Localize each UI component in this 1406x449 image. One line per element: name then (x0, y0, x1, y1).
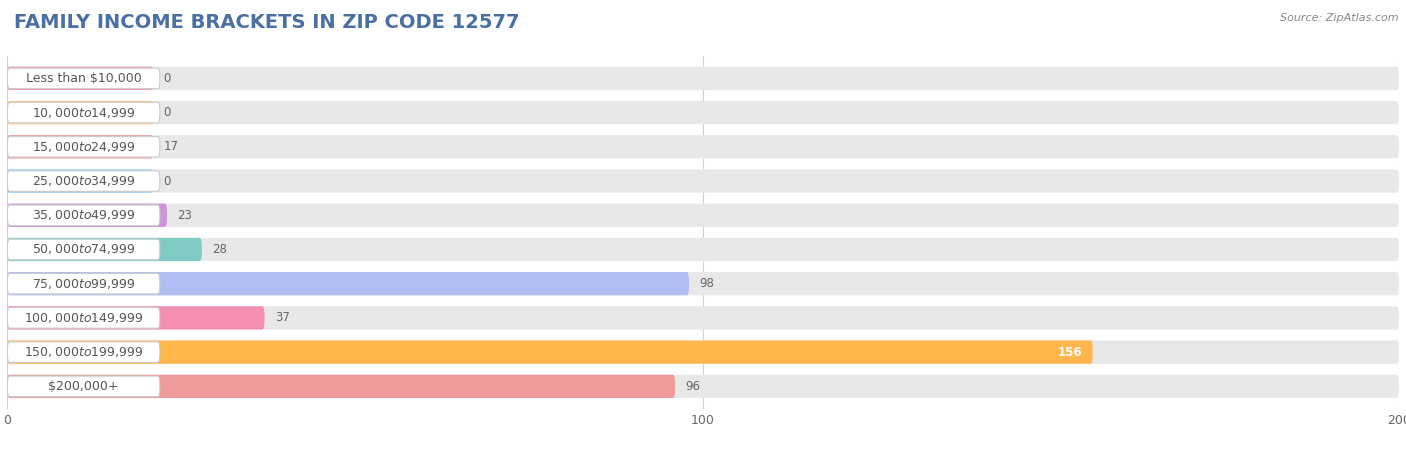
FancyBboxPatch shape (7, 101, 153, 124)
Text: 96: 96 (686, 380, 700, 393)
Text: FAMILY INCOME BRACKETS IN ZIP CODE 12577: FAMILY INCOME BRACKETS IN ZIP CODE 12577 (14, 13, 520, 32)
FancyBboxPatch shape (7, 203, 1399, 227)
Text: 17: 17 (163, 140, 179, 153)
FancyBboxPatch shape (7, 308, 160, 328)
FancyBboxPatch shape (7, 342, 160, 362)
Text: $15,000 to $24,999: $15,000 to $24,999 (32, 140, 135, 154)
FancyBboxPatch shape (7, 67, 1399, 90)
Text: $35,000 to $49,999: $35,000 to $49,999 (32, 208, 135, 222)
FancyBboxPatch shape (7, 203, 167, 227)
Text: 0: 0 (163, 72, 172, 85)
Text: Less than $10,000: Less than $10,000 (25, 72, 142, 85)
FancyBboxPatch shape (7, 135, 153, 158)
FancyBboxPatch shape (7, 340, 1092, 364)
FancyBboxPatch shape (7, 376, 160, 396)
Text: Source: ZipAtlas.com: Source: ZipAtlas.com (1281, 13, 1399, 23)
FancyBboxPatch shape (7, 239, 160, 260)
Text: $25,000 to $34,999: $25,000 to $34,999 (32, 174, 135, 188)
Text: $100,000 to $149,999: $100,000 to $149,999 (24, 311, 143, 325)
Text: $150,000 to $199,999: $150,000 to $199,999 (24, 345, 143, 359)
FancyBboxPatch shape (7, 67, 153, 90)
FancyBboxPatch shape (7, 340, 1399, 364)
Text: $10,000 to $14,999: $10,000 to $14,999 (32, 106, 135, 119)
Text: 37: 37 (276, 312, 290, 325)
FancyBboxPatch shape (7, 306, 264, 330)
FancyBboxPatch shape (7, 136, 160, 157)
Text: 156: 156 (1057, 346, 1083, 359)
Text: 28: 28 (212, 243, 228, 256)
FancyBboxPatch shape (7, 375, 1399, 398)
FancyBboxPatch shape (7, 273, 160, 294)
FancyBboxPatch shape (7, 205, 160, 225)
FancyBboxPatch shape (7, 272, 1399, 295)
Text: $200,000+: $200,000+ (48, 380, 120, 393)
Text: 98: 98 (700, 277, 714, 290)
FancyBboxPatch shape (7, 135, 1399, 158)
Text: 0: 0 (163, 106, 172, 119)
FancyBboxPatch shape (7, 102, 160, 123)
FancyBboxPatch shape (7, 238, 1399, 261)
Text: $50,000 to $74,999: $50,000 to $74,999 (32, 242, 135, 256)
FancyBboxPatch shape (7, 306, 1399, 330)
FancyBboxPatch shape (7, 171, 160, 191)
FancyBboxPatch shape (7, 169, 153, 193)
Text: 0: 0 (163, 175, 172, 188)
Text: 23: 23 (177, 209, 193, 222)
FancyBboxPatch shape (7, 272, 689, 295)
FancyBboxPatch shape (7, 68, 160, 88)
FancyBboxPatch shape (7, 101, 1399, 124)
FancyBboxPatch shape (7, 375, 675, 398)
FancyBboxPatch shape (7, 238, 202, 261)
Text: $75,000 to $99,999: $75,000 to $99,999 (32, 277, 135, 291)
FancyBboxPatch shape (7, 169, 1399, 193)
